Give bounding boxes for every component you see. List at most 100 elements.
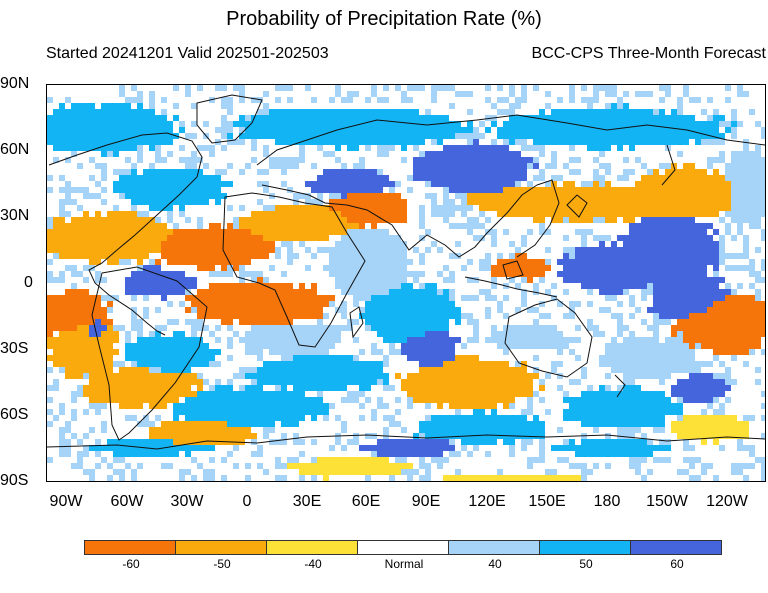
field-cell [665,199,671,205]
field-cell [149,343,155,349]
field-cell [269,367,275,373]
field-cell [275,337,281,343]
field-cell [551,157,557,163]
field-cell [233,427,239,433]
field-cell [443,157,449,163]
field-cell [299,409,305,415]
field-cell [701,175,707,181]
field-cell [329,331,335,337]
field-cell [521,373,527,379]
field-cell [137,445,143,451]
field-cell [653,259,659,265]
field-cell [251,433,257,439]
field-cell [371,217,377,223]
field-cell [527,265,533,271]
field-cell [341,385,347,391]
field-cell [617,367,623,373]
field-cell [149,439,155,445]
field-cell [701,121,707,127]
field-cell [425,445,431,451]
field-cell [323,409,329,415]
field-cell [197,421,203,427]
field-cell [191,301,197,307]
field-cell [161,325,167,331]
field-cell [623,169,629,175]
field-cell [443,205,449,211]
field-cell [491,283,497,289]
field-cell [269,397,275,403]
field-cell [197,241,203,247]
field-cell [419,457,425,463]
field-cell [329,445,335,451]
field-cell [593,235,599,241]
field-cell [461,187,467,193]
field-cell [563,181,569,187]
field-cell [215,181,221,187]
field-cell [605,133,611,139]
field-cell [101,349,107,355]
field-cell [539,175,545,181]
field-cell [461,157,467,163]
field-cell [419,463,425,469]
field-cell [317,403,323,409]
field-cell [689,277,695,283]
field-cell [659,373,665,379]
field-cell [137,229,143,235]
field-cell [587,391,593,397]
field-cell [275,385,281,391]
field-cell [269,229,275,235]
field-cell [761,349,765,355]
field-cell [569,247,575,253]
field-cell [413,85,419,91]
field-cell [389,271,395,277]
field-cell [419,259,425,265]
field-cell [65,439,71,445]
field-cell [317,301,323,307]
field-cell [329,139,335,145]
field-cell [215,127,221,133]
field-cell [347,229,353,235]
field-cell [503,139,509,145]
field-cell [671,421,677,427]
field-cell [623,205,629,211]
field-cell [461,415,467,421]
field-cell [59,337,65,343]
field-cell [125,391,131,397]
field-cell [725,325,731,331]
field-cell [623,247,629,253]
field-cell [377,379,383,385]
field-cell [743,91,749,97]
field-cell [365,193,371,199]
field-cell [569,445,575,451]
field-cell [719,301,725,307]
field-cell [437,355,443,361]
field-cell [407,295,413,301]
field-cell [251,373,257,379]
field-cell [617,265,623,271]
field-cell [629,367,635,373]
field-cell [479,187,485,193]
field-cell [65,289,71,295]
field-cell [623,391,629,397]
field-cell [65,199,71,205]
field-cell [371,127,377,133]
field-cell [569,349,575,355]
field-cell [683,421,689,427]
field-cell [521,139,527,145]
field-cell [473,331,479,337]
field-cell [335,187,341,193]
field-cell [383,151,389,157]
field-cell [461,169,467,175]
field-cell [653,295,659,301]
field-cell [389,439,395,445]
field-cell [257,463,263,469]
field-cell [419,253,425,259]
field-cell [623,283,629,289]
field-cell [239,403,245,409]
field-cell [197,355,203,361]
field-cell [533,427,539,433]
field-cell [221,433,227,439]
field-cell [467,355,473,361]
field-cell [683,295,689,301]
field-cell [413,313,419,319]
